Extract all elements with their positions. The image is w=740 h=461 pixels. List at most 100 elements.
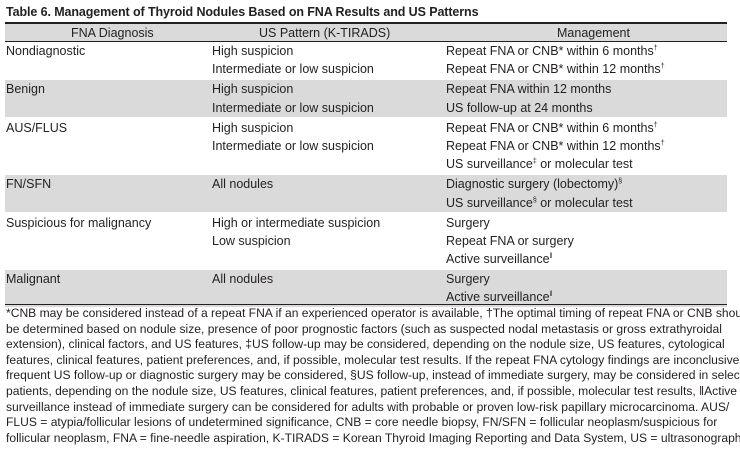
table-row: Intermediate or low suspicion Repeat FNA …	[5, 137, 727, 155]
management-text: US surveillance	[446, 157, 533, 172]
cell-management: US surveillance‡ or molecular test	[446, 155, 727, 173]
table-row: AUS/FLUS High suspicion Repeat FNA or CNB*…	[5, 119, 727, 137]
cell-fna-diagnosis	[5, 137, 212, 155]
cell-management: Repeat FNA or CNB* within 6 months†	[446, 119, 727, 137]
cell-us-pattern: Intermediate or low suspicion	[212, 62, 374, 77]
management-text-cont: or molecular test	[536, 157, 633, 172]
table-row: US surveillance‡ or molecular test	[5, 155, 727, 173]
cell-us-pattern: High suspicion	[212, 44, 294, 58]
cell-management: Repeat FNA or CNB* within 12 months†	[446, 137, 727, 155]
header-management: Management	[557, 26, 630, 40]
management-text: Repeat FNA or CNB* within 12 months	[446, 62, 661, 77]
footnote-marker: †	[653, 45, 658, 52]
cell-us-pattern	[212, 250, 446, 268]
management-text: US follow-up at 24 months	[446, 100, 593, 115]
footnote-marker: §	[618, 178, 623, 186]
footnote-line: follicular neoplasm, FNA = fine-needle a…	[6, 430, 740, 445]
management-text: Surgery	[446, 272, 490, 287]
cell-fna-diagnosis: FN/SFN	[5, 175, 212, 194]
footnote-line: be determined based on nodule size, pres…	[6, 321, 722, 336]
table-row: Suspicious for malignancy High or interme…	[5, 214, 727, 232]
footnote-marker: ǁ	[549, 253, 553, 261]
cell-fna-diagnosis	[5, 60, 212, 78]
footnote-marker: †	[660, 139, 665, 147]
footnote-line: frequent US follow-up or diagnostic surg…	[6, 368, 740, 383]
cell-fna-diagnosis: Nondiagnostic	[6, 44, 86, 58]
management-text: Repeat FNA or CNB* within 12 months	[446, 138, 661, 153]
cell-management: US follow-up at 24 months	[446, 98, 727, 117]
table-title: Table 6. Management of Thyroid Nodules B…	[6, 5, 479, 19]
management-text: Repeat FNA within 12 months	[446, 82, 612, 97]
table-footnote: *CNB may be considered instead of a repe…	[6, 306, 740, 446]
cell-management: Repeat FNA or surgery	[446, 232, 727, 250]
management-text: Repeat FNA or CNB* within 6 months	[446, 120, 654, 135]
management-text: Active surveillance	[446, 252, 550, 267]
footnote-line: features, clinical features, patient pre…	[6, 352, 740, 367]
cell-us-pattern: All nodules	[212, 175, 446, 194]
cell-us-pattern: High or intermediate suspicion	[212, 215, 381, 230]
cell-fna-diagnosis: AUS/FLUS	[6, 120, 68, 135]
table-row: FN/SFN All nodules Diagnostic surgery (lob…	[5, 175, 727, 194]
footnote-line: patients, depending on the nodule size, …	[6, 383, 738, 398]
footnote-line: extension), clinical factors, and US fea…	[6, 337, 725, 352]
cell-management: Active surveillanceǁ	[446, 288, 727, 307]
management-text-cont: or molecular test	[536, 195, 633, 210]
table-row: US surveillance§ or molecular test	[5, 193, 727, 212]
table-row: Active surveillanceǁ	[5, 250, 727, 268]
management-text: Repeat FNA or surgery	[446, 233, 574, 248]
cell-management: US surveillance§ or molecular test	[446, 193, 727, 212]
table-row: Active surveillanceǁ	[5, 288, 727, 307]
cell-us-pattern	[212, 193, 446, 212]
table-header: FNA Diagnosis US Pattern (K-TIRADS) Mana…	[5, 24, 727, 42]
footnote-line: surveillance instead of immediate surger…	[6, 399, 730, 414]
cell-management: Repeat FNA or CNB* within 12 months†	[446, 60, 727, 78]
cell-management: Repeat FNA or CNB* within 6 months†	[446, 42, 727, 60]
management-text: US surveillance	[446, 195, 533, 210]
cell-us-pattern: Intermediate or low suspicion	[212, 98, 446, 117]
table-row: Intermediate or low suspicion US follow-u…	[5, 98, 727, 117]
cell-management: Diagnostic surgery (lobectomy)§	[446, 175, 727, 194]
cell-us-pattern: Low suspicion	[212, 233, 291, 248]
management-text: Diagnostic surgery (lobectomy)	[446, 177, 619, 192]
table-row: Intermediate or low suspicion Repeat FNA …	[5, 60, 727, 78]
footnote-line: FLUS = atypia/follicular lesions of unde…	[6, 415, 718, 430]
table-row: Malignant All nodules Surgery	[5, 270, 727, 289]
header-fna-diagnosis: FNA Diagnosis	[71, 26, 154, 40]
cell-management: Surgery	[446, 270, 727, 289]
management-text: Active surveillance	[446, 290, 550, 305]
table-body: Nondiagnostic High suspicion Repeat FNA or…	[5, 42, 727, 307]
footnote-marker: †	[660, 63, 665, 71]
cell-us-pattern: Intermediate or low suspicion	[212, 138, 374, 153]
cell-us-pattern: All nodules	[212, 270, 446, 289]
cell-fna-diagnosis	[5, 193, 212, 212]
footnote-marker: §	[532, 196, 537, 204]
cell-fna-diagnosis	[5, 155, 212, 173]
cell-fna-diagnosis	[5, 98, 212, 117]
cell-fna-diagnosis: Benign	[5, 80, 212, 99]
cell-fna-diagnosis: Suspicious for malignancy	[6, 215, 152, 230]
cell-fna-diagnosis	[5, 288, 212, 307]
cell-us-pattern: High suspicion	[212, 80, 446, 99]
cell-fna-diagnosis	[5, 250, 212, 268]
table-row: Nondiagnostic High suspicion Repeat FNA or…	[5, 42, 727, 60]
footnote-line: *CNB may be considered instead of a repe…	[6, 306, 740, 320]
table-row: Benign High suspicion Repeat FNA within 12…	[5, 80, 727, 99]
footnote-marker: †	[653, 121, 658, 129]
management-text: Surgery	[446, 215, 490, 230]
footnote-marker: ‡	[532, 158, 537, 166]
management-text: Repeat FNA or CNB* within 6 months	[446, 44, 654, 58]
cell-fna-diagnosis: Malignant	[5, 270, 212, 289]
cell-management: Surgery	[446, 214, 727, 232]
top-rule	[5, 22, 727, 24]
cell-us-pattern	[212, 288, 446, 307]
header-us-pattern: US Pattern (K-TIRADS)	[259, 26, 391, 40]
table-row: Low suspicion Repeat FNA or surgery	[5, 232, 727, 250]
cell-us-pattern	[212, 155, 446, 173]
cell-fna-diagnosis	[5, 232, 212, 250]
cell-management: Repeat FNA within 12 months	[446, 80, 727, 99]
cell-us-pattern: High suspicion	[212, 120, 294, 135]
footnote-marker: ǁ	[549, 291, 553, 299]
bottom-rule	[5, 304, 727, 305]
cell-management: Active surveillanceǁ	[446, 250, 727, 268]
